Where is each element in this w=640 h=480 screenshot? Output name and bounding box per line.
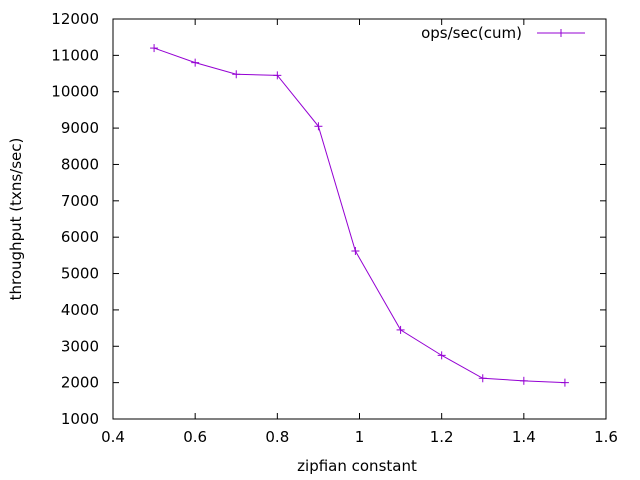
plot-frame [112, 18, 607, 420]
data-point-marker [560, 378, 569, 387]
x-tick-label: 1.2 [430, 428, 454, 446]
data-point-marker [273, 71, 282, 80]
x-tick-label: 0.8 [265, 428, 289, 446]
data-point-marker [396, 325, 405, 334]
x-tick-label: 1.4 [512, 428, 536, 446]
y-tick-label: 9000 [61, 119, 99, 137]
legend-marker [557, 29, 565, 37]
series-layer [150, 44, 569, 387]
y-tick-label: 6000 [61, 228, 99, 246]
series-line [153, 47, 565, 384]
x-axis-ticks: 0.4 0.6 0.8 1 1.2 1.4 1.6 [101, 19, 618, 446]
y-tick-label: 1000 [61, 410, 99, 428]
data-point-marker [519, 376, 528, 385]
x-tick-label: 0.6 [183, 428, 207, 446]
legend-label: ops/sec(cum) [421, 24, 522, 42]
y-tick-label: 12000 [51, 10, 99, 28]
data-point-marker [191, 58, 200, 67]
y-axis-ticks: 1000 2000 3000 4000 5000 6000 7000 8000 9000 1000… [51, 10, 606, 428]
data-point-marker [437, 351, 446, 360]
y-tick-label: 4000 [61, 301, 99, 319]
data-point-marker [351, 247, 360, 255]
y-axis-title: throughput (txns/sec) [7, 138, 25, 301]
data-point-marker [314, 122, 323, 131]
y-tick-label: 2000 [61, 374, 99, 392]
data-point-marker [232, 70, 241, 79]
plot-border [112, 18, 607, 420]
y-tick-label: 5000 [61, 265, 99, 283]
y-tick-label: 11000 [51, 46, 99, 64]
y-tick-label: 7000 [61, 192, 99, 210]
x-tick-label: 1.6 [594, 428, 618, 446]
legend: ops/sec(cum) [421, 24, 585, 42]
y-tick-label: 8000 [61, 155, 99, 173]
x-tick-label: 0.4 [101, 428, 125, 446]
data-point-marker [478, 374, 487, 383]
x-tick-label: 1 [355, 428, 365, 446]
y-tick-label: 10000 [51, 83, 99, 101]
x-axis-title: zipfian constant [297, 457, 417, 475]
data-point-marker [150, 44, 159, 53]
y-tick-label: 3000 [61, 337, 99, 355]
